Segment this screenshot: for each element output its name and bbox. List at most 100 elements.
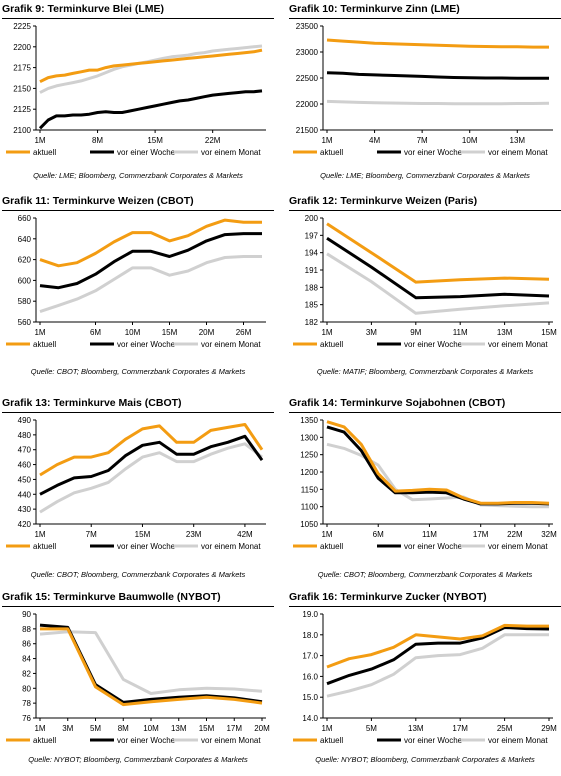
series-line-aktuell	[326, 420, 550, 505]
y-tick-label: 2200	[13, 43, 31, 52]
series-line-monat	[39, 630, 263, 695]
panel-title: Grafik 9: Terminkurve Blei (LME)	[2, 3, 274, 19]
y-tick-label: 460	[18, 461, 32, 470]
y-tick-label: 640	[18, 235, 32, 244]
chart-panel-blei: Grafik 9: Terminkurve Blei (LME) 2100 212…	[2, 3, 274, 188]
series-line-aktuell	[39, 48, 263, 84]
x-tick-label: 1M	[34, 328, 45, 337]
chart-panel-weizen-paris: Grafik 12: Terminkurve Weizen (Paris) 18…	[289, 195, 561, 380]
chart-svg: 21500 22000 22500 23000 23500 1M 4M 7M 10M 13M akt…	[293, 22, 553, 157]
panel-title: Grafik 14: Terminkurve Sojabohnen (CBOT)	[289, 397, 561, 413]
y-tick-label: 84	[22, 655, 31, 664]
x-tick-label: 26M	[236, 328, 252, 337]
y-tick-label: 660	[18, 214, 32, 223]
y-tick-label: 2100	[13, 126, 31, 135]
y-tick-label: 194	[305, 249, 319, 258]
chart-svg: 560 580 600 620 640 660 1M 6M 10M 15M 20M 26M aktuel…	[6, 214, 266, 349]
y-tick-label: 450	[18, 475, 32, 484]
y-tick-label: 185	[305, 301, 319, 310]
x-tick-label: 10M	[462, 136, 478, 145]
y-tick-label: 76	[22, 714, 31, 723]
y-tick-label: 22500	[296, 74, 319, 83]
y-tick-label: 19.0	[302, 610, 318, 619]
panel-title-text: Terminkurve Blei (LME)	[47, 3, 165, 15]
y-tick-label: 490	[18, 416, 32, 425]
x-tick-label: 15M	[147, 136, 163, 145]
y-tick-label: 2225	[13, 22, 31, 31]
y-tick-label: 182	[305, 318, 319, 327]
y-tick-label: 88	[22, 625, 31, 634]
x-tick-label: 20M	[254, 724, 270, 733]
x-tick-label: 7M	[417, 136, 428, 145]
y-tick-label: 470	[18, 446, 32, 455]
series-line-woche	[326, 626, 550, 686]
legend-label-monat: vor einem Monat	[488, 148, 548, 157]
series-line-woche	[326, 425, 550, 506]
chart-source: Quelle: CBOT; Bloomberg, Commerzbank Cor…	[30, 367, 246, 376]
series-line-monat	[326, 633, 549, 698]
series-line-monat	[39, 442, 263, 514]
legend-label-woche: vor einer Woche	[404, 736, 463, 745]
y-tick-label: 23000	[296, 48, 319, 57]
x-tick-label: 15M	[135, 530, 151, 539]
series-line-monat	[326, 442, 549, 509]
y-tick-label: 440	[18, 490, 32, 499]
x-tick-label: 1M	[34, 136, 45, 145]
x-tick-label: 8M	[118, 724, 129, 733]
x-tick-label: 1M	[321, 530, 332, 539]
panel-title: Grafik 13: Terminkurve Mais (CBOT)	[2, 397, 274, 413]
x-tick-label: 9M	[410, 328, 421, 337]
y-tick-label: 1150	[301, 485, 319, 494]
legend-label-woche: vor einer Woche	[117, 542, 176, 551]
chart-source: Quelle: LME; Bloomberg, Commerzbank Corp…	[33, 171, 243, 180]
y-tick-label: 16.0	[302, 672, 318, 681]
y-tick-label: 1300	[300, 433, 318, 442]
x-tick-label: 17M	[452, 724, 468, 733]
series-line-monat	[39, 255, 262, 314]
x-tick-label: 6M	[373, 530, 384, 539]
chart-svg: 14.0 15.0 16.0 17.0 18.0 19.0 1M 5M 13M 17M 25M 29M…	[293, 610, 557, 745]
chart-panel-weizen-cbot: Grafik 11: Terminkurve Weizen (CBOT) 560…	[2, 195, 274, 380]
y-tick-label: 90	[22, 610, 31, 619]
series-line-woche	[38, 89, 263, 130]
legend-label-woche: vor einer Woche	[404, 542, 463, 551]
chart-source: Quelle: NYBOT; Bloomberg, Commerzbank Co…	[28, 755, 248, 764]
x-tick-label: 11M	[422, 530, 437, 539]
x-tick-label: 17M	[473, 530, 489, 539]
legend-label-monat: vor einem Monat	[488, 736, 548, 745]
legend-label-aktuell: aktuell	[320, 542, 343, 551]
x-tick-label: 5M	[90, 724, 101, 733]
panel-number: Grafik 14:	[289, 397, 338, 409]
y-tick-label: 191	[305, 266, 319, 275]
panel-number: Grafik 10:	[289, 3, 338, 15]
series-line-woche	[39, 434, 264, 496]
y-tick-label: 1200	[300, 468, 318, 477]
x-tick-label: 10M	[143, 724, 159, 733]
x-tick-label: 29M	[541, 724, 557, 733]
x-tick-label: 22M	[507, 530, 523, 539]
x-tick-label: 13M	[408, 724, 424, 733]
series-line-aktuell	[39, 218, 262, 268]
y-tick-label: 200	[305, 214, 319, 223]
panel-number: Grafik 9:	[2, 3, 45, 15]
x-tick-label: 32M	[541, 530, 557, 539]
y-tick-label: 82	[22, 669, 31, 678]
series-line-aktuell	[326, 38, 549, 49]
y-tick-label: 188	[305, 283, 319, 292]
x-tick-label: 13M	[171, 724, 187, 733]
x-tick-label: 1M	[321, 136, 332, 145]
y-tick-label: 1050	[300, 520, 318, 529]
x-tick-label: 5M	[366, 724, 377, 733]
y-tick-label: 21500	[296, 126, 319, 135]
y-tick-label: 86	[22, 640, 31, 649]
legend-label-woche: vor einer Woche	[117, 148, 176, 157]
legend-label-woche: vor einer Woche	[117, 736, 176, 745]
legend-label-aktuell: aktuell	[33, 340, 56, 349]
legend-label-aktuell: aktuell	[33, 148, 56, 157]
x-tick-label: 13M	[497, 328, 513, 337]
series-line-woche	[39, 623, 263, 704]
x-tick-label: 10M	[125, 328, 141, 337]
panel-number: Grafik 13:	[2, 397, 51, 409]
y-tick-label: 14.0	[302, 714, 318, 723]
legend-label-aktuell: aktuell	[320, 736, 343, 745]
